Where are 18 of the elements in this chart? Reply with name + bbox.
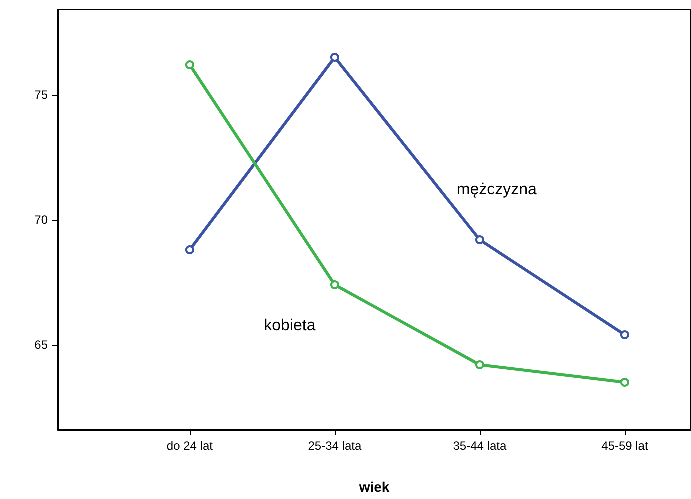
y-tick-label: 70 [34, 213, 48, 227]
point [620, 330, 630, 340]
point [185, 246, 194, 254]
point [185, 60, 194, 70]
point [475, 360, 484, 370]
x-tick-label: do 24 lat [166, 439, 214, 453]
x-tick-label: 35-44 lata [453, 439, 507, 453]
point [620, 378, 630, 387]
x-tick-label: 45-59 lat [602, 439, 649, 453]
point [475, 236, 484, 244]
x-axis-title: wiek [358, 479, 390, 495]
y-tick-label: 65 [34, 338, 48, 352]
point [330, 53, 340, 62]
point [330, 280, 340, 290]
series-label: mężczyzna [456, 182, 538, 198]
x-tick-label: 25-34 lata [308, 439, 362, 453]
y-tick-label: 75 [34, 88, 48, 102]
text: kobieta [264, 318, 316, 334]
